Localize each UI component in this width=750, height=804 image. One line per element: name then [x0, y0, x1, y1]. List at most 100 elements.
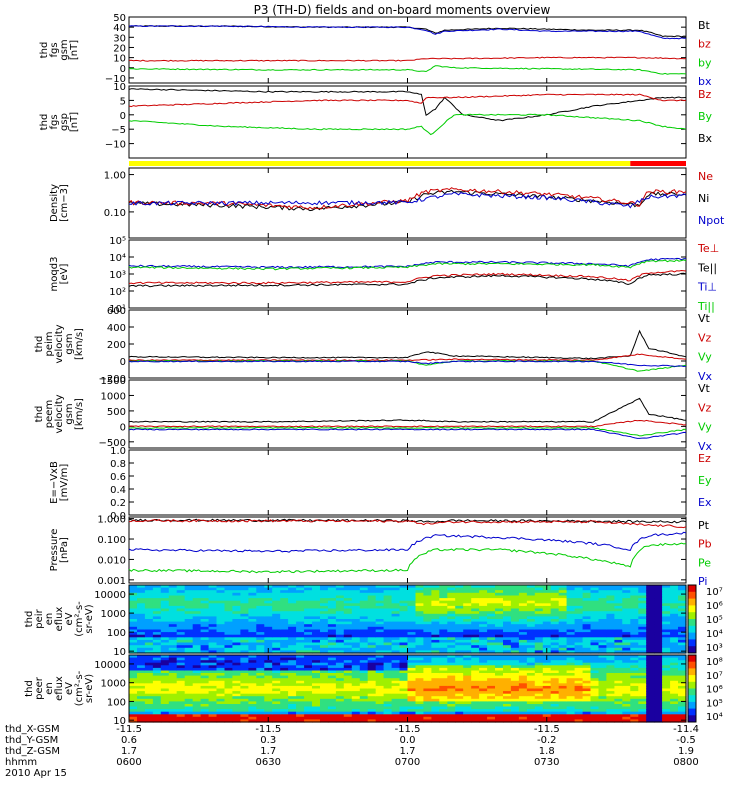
heatmap-cell	[351, 662, 361, 666]
heatmap-cell	[272, 603, 281, 607]
heatmap-cell	[614, 709, 623, 713]
heatmap-cell	[399, 603, 409, 607]
heatmap-cell	[487, 662, 496, 666]
heatmap-cell	[256, 603, 265, 607]
heatmap-cell	[431, 678, 440, 682]
y-axis-label: Density	[49, 184, 60, 222]
heatmap-cell	[582, 650, 592, 654]
heatmap-cell	[343, 616, 353, 620]
heatmap-cell	[582, 605, 592, 610]
heatmap-cell	[224, 619, 234, 623]
heatmap-cell	[479, 685, 488, 690]
heatmap-cell	[407, 701, 417, 705]
heatmap-cell	[264, 667, 273, 672]
heatmap-cell	[208, 645, 218, 649]
heatmap-cell	[176, 680, 186, 684]
heatmap-cell	[216, 719, 226, 723]
heatmap-cell	[662, 711, 671, 715]
heatmap-cell	[200, 691, 210, 695]
heatmap-cell	[232, 680, 241, 684]
heatmap-cell	[312, 619, 321, 623]
heatmap-cell	[200, 662, 210, 666]
colorbar-label: 10³	[706, 643, 723, 654]
heatmap-cell	[248, 587, 257, 591]
heatmap-cell	[367, 616, 377, 620]
heatmap-cell	[415, 719, 425, 723]
heatmap-cell	[479, 706, 488, 710]
heatmap-cell	[343, 688, 353, 692]
heatmap-cell	[208, 642, 218, 646]
heatmap-cell	[447, 701, 456, 705]
heatmap-cell	[240, 595, 249, 599]
heatmap-cell	[391, 657, 401, 661]
heatmap-cell	[383, 629, 393, 633]
heatmap-cell	[383, 680, 393, 684]
heatmap-cell	[160, 619, 170, 623]
heatmap-cell	[288, 714, 297, 718]
heatmap-cell	[678, 683, 687, 687]
heatmap-cell	[614, 585, 623, 589]
heatmap-cell	[256, 613, 265, 617]
heatmap-cell	[431, 698, 440, 702]
heatmap-cell	[327, 592, 337, 596]
heatmap-cell	[423, 616, 432, 620]
heatmap-cell	[590, 698, 600, 702]
heatmap-cell	[216, 592, 226, 596]
heatmap-cell	[192, 645, 202, 649]
heatmap-cell	[598, 688, 608, 692]
heatmap-cell	[160, 685, 170, 690]
heatmap-cell	[503, 590, 512, 594]
heatmap-cell	[176, 657, 186, 661]
heatmap-cell	[415, 647, 425, 651]
heatmap-cell	[415, 701, 425, 705]
heatmap-cell	[272, 706, 281, 710]
heatmap-cell	[471, 592, 480, 596]
heatmap-cell	[423, 714, 432, 718]
heatmap-cell	[168, 608, 178, 612]
heatmap-cell	[479, 642, 488, 646]
heatmap-cell	[280, 693, 289, 697]
heatmap-cell	[216, 698, 226, 702]
heatmap-cell	[176, 655, 186, 659]
heatmap-cell	[558, 675, 568, 679]
heatmap-cell	[176, 611, 186, 615]
heatmap-cell	[256, 639, 265, 644]
heatmap-cell	[335, 706, 345, 710]
heatmap-cell	[670, 688, 679, 692]
heatmap-cell	[566, 667, 576, 672]
heatmap-cell	[439, 706, 448, 710]
heatmap-cell	[518, 642, 528, 646]
heatmap-cell	[383, 647, 393, 651]
heatmap-cell	[415, 608, 425, 612]
heatmap-cell	[320, 590, 329, 594]
heatmap-cell	[622, 662, 631, 666]
heatmap-cell	[399, 709, 409, 713]
heatmap-cell	[510, 662, 520, 666]
heatmap-cell	[487, 647, 496, 651]
heatmap-cell	[192, 616, 202, 620]
heatmap-cell	[320, 626, 329, 630]
heatmap-cell	[574, 662, 584, 666]
heatmap-cell	[359, 660, 369, 664]
heatmap-cell	[192, 621, 202, 625]
heatmap-cell	[439, 660, 448, 664]
heatmap-cell	[192, 688, 202, 692]
heatmap-cell	[518, 660, 528, 664]
heatmap-cell	[670, 598, 679, 602]
heatmap-cell	[463, 688, 472, 692]
heatmap-cell	[638, 678, 647, 682]
heatmap-cell	[447, 680, 456, 684]
heatmap-cell	[383, 667, 393, 672]
heatmap-cell	[614, 647, 623, 651]
heatmap-cell	[335, 660, 345, 664]
heatmap-cell	[399, 665, 409, 669]
heatmap-cell	[176, 662, 186, 666]
heatmap-cell	[383, 611, 393, 615]
heatmap-cell	[550, 714, 560, 718]
heatmap-cell	[240, 590, 249, 594]
heatmap-cell	[367, 675, 377, 679]
heatmap-cell	[662, 701, 671, 705]
heatmap-cell	[574, 650, 584, 654]
heatmap-cell	[359, 655, 369, 659]
